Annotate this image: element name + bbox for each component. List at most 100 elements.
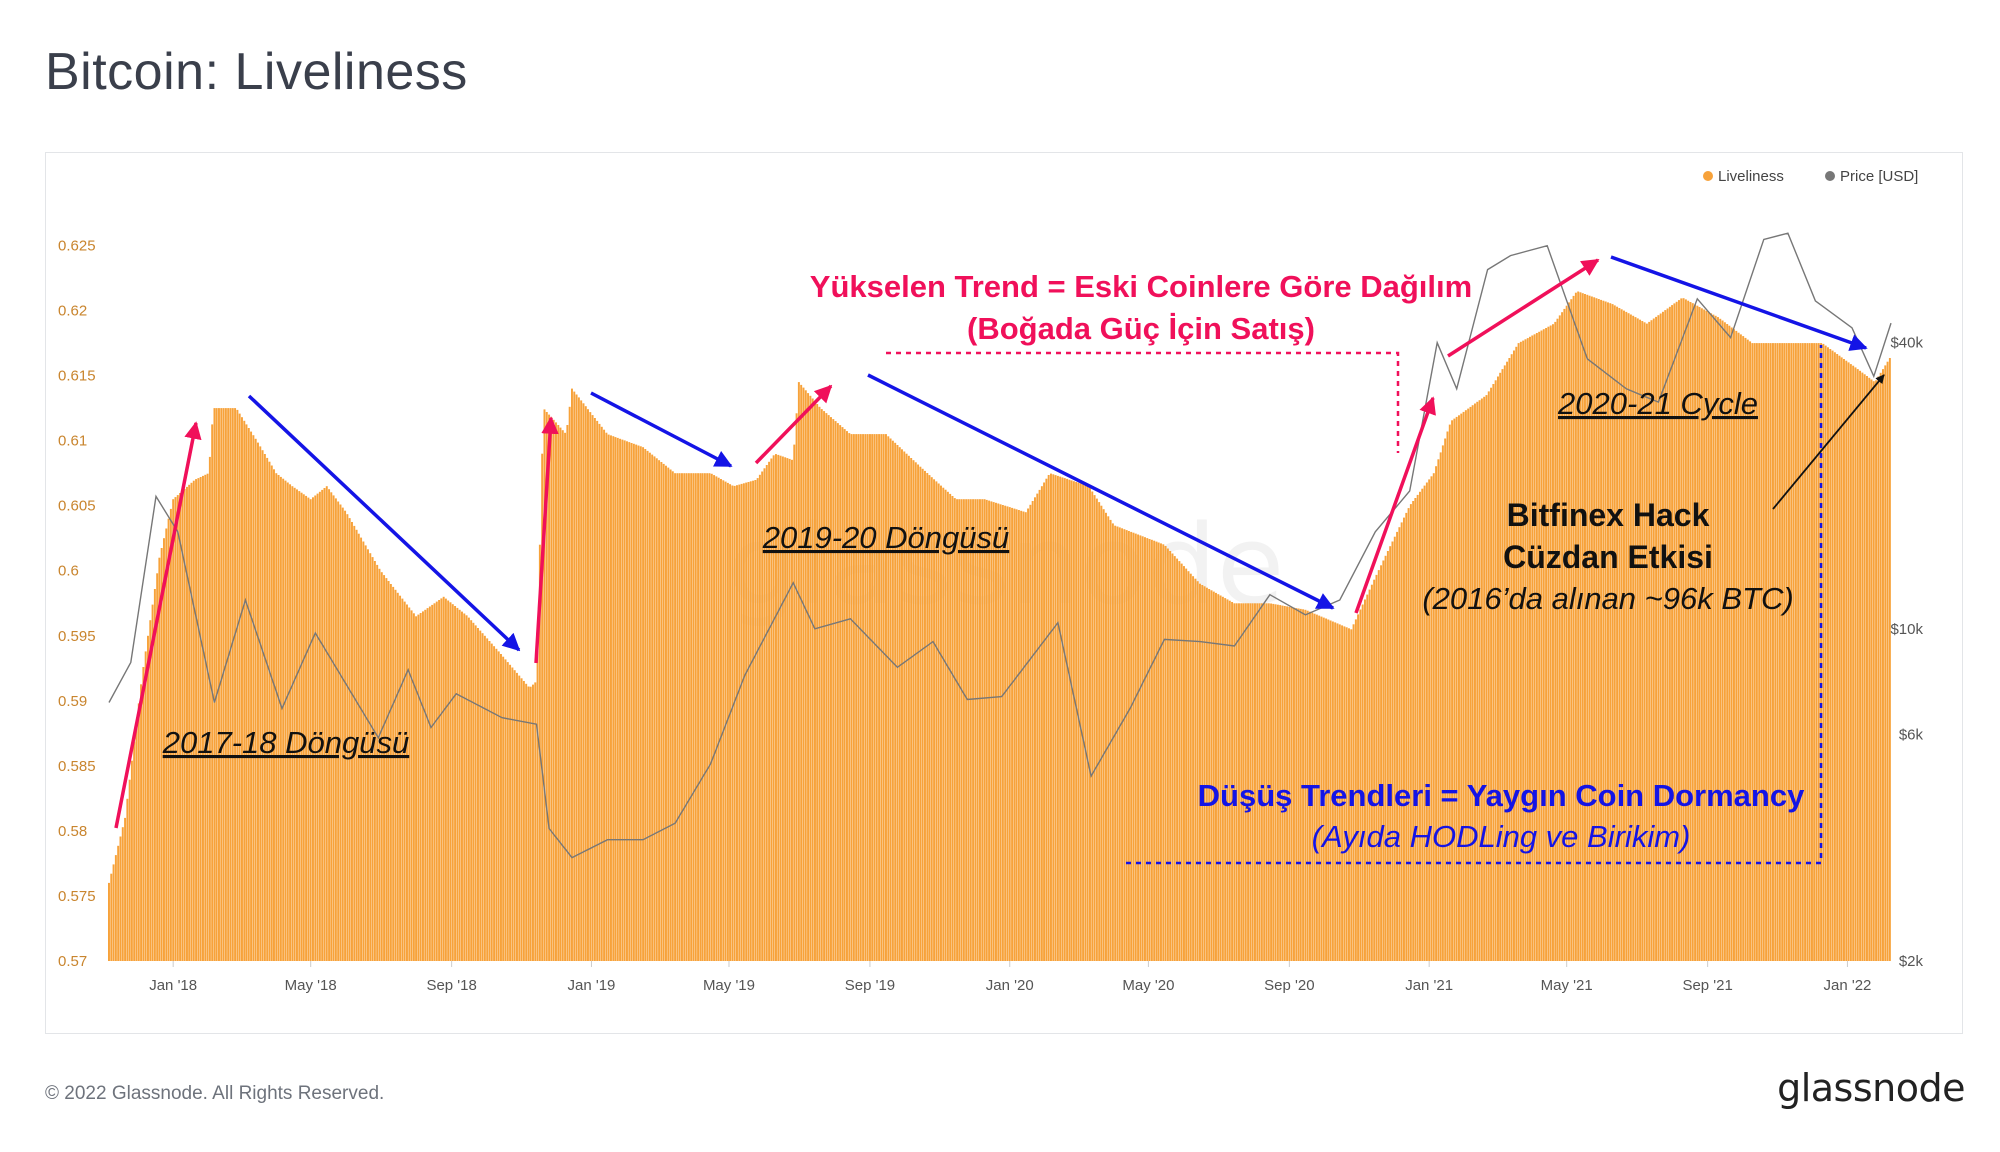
liveliness-bar (525, 683, 528, 961)
liveliness-bar (605, 432, 608, 961)
liveliness-bar (610, 435, 612, 961)
liveliness-bar (1031, 501, 1034, 961)
liveliness-bar (192, 480, 195, 961)
liveliness-bar (1687, 300, 1690, 961)
liveliness-bar (1641, 321, 1644, 961)
liveliness-bar (1453, 418, 1456, 962)
liveliness-bar (236, 409, 239, 961)
liveliness-bar (926, 473, 929, 961)
liveliness-bar (465, 615, 468, 961)
hack-pointer-arrow (1772, 374, 1885, 510)
liveliness-bar (142, 667, 145, 961)
liveliness-bar (1849, 364, 1852, 962)
liveliness-bar (1838, 355, 1841, 961)
liveliness-bar (852, 434, 855, 962)
liveliness-bar (1458, 415, 1460, 961)
liveliness-bar (621, 439, 624, 962)
up-trend-arrow (1447, 258, 1600, 358)
liveliness-bar (1095, 498, 1098, 961)
liveliness-bar (703, 473, 706, 961)
liveliness-bar (1755, 343, 1758, 962)
liveliness-bar (1639, 319, 1642, 961)
liveliness-bar (124, 817, 127, 961)
liveliness-bar (951, 496, 954, 961)
liveliness-bar (1845, 360, 1848, 961)
liveliness-bar (781, 456, 784, 961)
liveliness-bar (1215, 592, 1217, 961)
liveliness-bar (1221, 596, 1224, 961)
liveliness-bar (685, 473, 688, 961)
liveliness-bar (1515, 346, 1518, 961)
liveliness-bar (635, 444, 638, 962)
liveliness-bar (202, 475, 204, 961)
liveliness-bar (1721, 320, 1724, 961)
liveliness-bar (715, 476, 718, 961)
liveliness-bar (1011, 507, 1014, 961)
liveliness-bar (561, 430, 564, 961)
liveliness-bar (1827, 347, 1829, 961)
liveliness-bar (697, 473, 700, 961)
liveliness-bar (674, 473, 677, 961)
liveliness-bar (875, 434, 878, 962)
liveliness-bar (467, 617, 470, 961)
liveliness-bar (859, 434, 862, 962)
up-trend-arrow (1354, 396, 1436, 614)
liveliness-bar (1341, 625, 1344, 961)
liveliness-bar (1045, 478, 1048, 961)
liveliness-bar (827, 415, 830, 962)
liveliness-bar (775, 454, 777, 961)
liveliness-bar (1542, 329, 1545, 961)
liveliness-bar (474, 625, 477, 961)
liveliness-bar (1432, 473, 1435, 961)
liveliness-bar (1114, 525, 1117, 961)
liveliness-bar (1627, 313, 1630, 961)
liveliness-bar (477, 628, 479, 961)
liveliness-bar (506, 662, 509, 961)
liveliness-bar (401, 598, 404, 961)
liveliness-bar (786, 458, 789, 961)
liveliness-bar (545, 412, 548, 961)
glassnode-logo[interactable]: glassnode (1777, 1066, 1965, 1110)
liveliness-bar (495, 648, 498, 961)
liveliness-bar (318, 491, 321, 961)
liveliness-bar (1054, 475, 1057, 961)
liveliness-bar (692, 473, 695, 961)
legend-label-liveliness: Liveliness (1718, 168, 1784, 185)
liveliness-bar (655, 458, 658, 961)
liveliness-bar (419, 613, 422, 961)
liveliness-bar (279, 476, 282, 961)
liveliness-bar (713, 475, 716, 961)
liveliness-bar (500, 654, 502, 961)
liveliness-bar (1247, 603, 1250, 961)
liveliness-bar (1189, 573, 1192, 961)
liveliness-bar (1219, 595, 1222, 961)
liveliness-bar (1102, 509, 1105, 961)
liveliness-bar (108, 882, 110, 961)
liveliness-bar (362, 541, 365, 961)
liveliness-bar (135, 722, 138, 961)
liveliness-bar (1790, 343, 1793, 962)
liveliness-bar (777, 454, 780, 961)
liveliness-bar (1196, 581, 1199, 961)
liveliness-bar (992, 502, 995, 961)
liveliness-bar (832, 419, 835, 962)
cycle-2017-label: 2017-18 Döngüsü (162, 725, 409, 760)
liveliness-bar (1657, 315, 1660, 961)
up-trend-arrow (754, 384, 833, 465)
liveliness-bar (302, 494, 305, 961)
liveliness-bar (1584, 294, 1586, 961)
liveliness-bar (1217, 594, 1220, 961)
liveliness-bar (1804, 343, 1807, 962)
liveliness-bar (277, 475, 280, 961)
liveliness-bar (1875, 380, 1878, 961)
liveliness-bar (1522, 340, 1525, 962)
liveliness-bar (1203, 586, 1206, 961)
liveliness-bar (548, 414, 551, 962)
liveliness-bar (493, 646, 496, 961)
liveliness-bar (1121, 528, 1124, 961)
liveliness-bar (953, 498, 956, 961)
liveliness-bar (440, 598, 443, 961)
liveliness-bar (451, 604, 454, 961)
liveliness-bar (1506, 361, 1509, 961)
liveliness-bar (738, 484, 741, 961)
